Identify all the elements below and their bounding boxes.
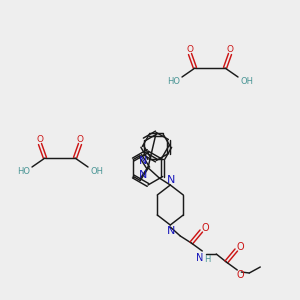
Text: H: H xyxy=(204,254,211,263)
Text: O: O xyxy=(226,44,233,53)
Text: N: N xyxy=(196,253,203,263)
Text: O: O xyxy=(187,44,194,53)
Text: N: N xyxy=(167,175,176,185)
Text: N: N xyxy=(139,169,148,179)
Text: N: N xyxy=(167,226,176,236)
Text: OH: OH xyxy=(241,76,254,85)
Text: N: N xyxy=(139,157,148,166)
Text: O: O xyxy=(236,270,244,280)
Text: HO: HO xyxy=(167,76,181,85)
Text: O: O xyxy=(202,223,209,233)
Text: HO: HO xyxy=(17,167,31,176)
Text: OH: OH xyxy=(91,167,103,176)
Text: O: O xyxy=(236,242,244,252)
Text: O: O xyxy=(76,134,83,143)
Text: O: O xyxy=(37,134,44,143)
